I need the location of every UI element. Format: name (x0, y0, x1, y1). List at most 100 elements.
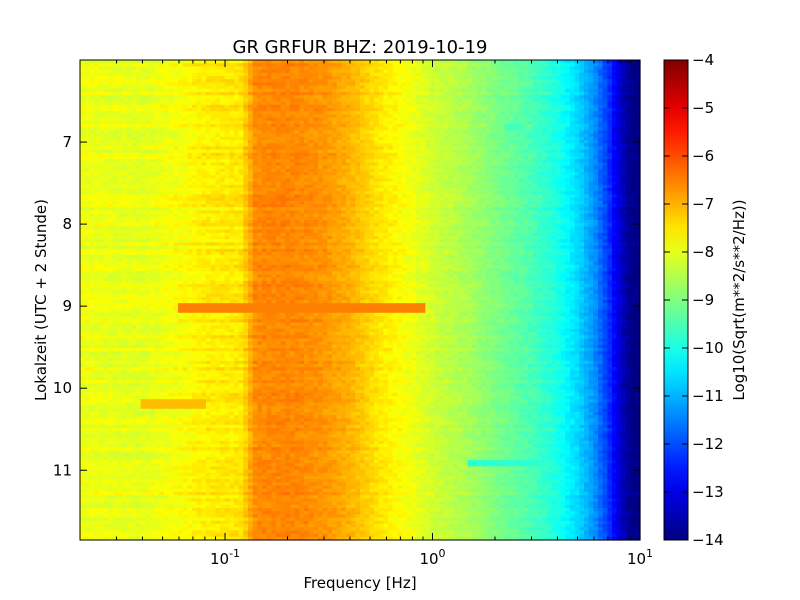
heatmap-cell (234, 79, 240, 83)
heatmap-cell (290, 60, 296, 64)
heatmap-cell (346, 156, 352, 160)
heatmap-cell (523, 172, 529, 176)
heatmap-cell (425, 114, 431, 119)
heatmap-cell (612, 146, 618, 151)
heatmap-cell (448, 63, 454, 67)
heatmap-cell (523, 88, 529, 93)
heatmap-cell (224, 127, 230, 131)
heatmap-cell (593, 140, 599, 144)
heatmap-cell (574, 168, 580, 173)
heatmap-cell (98, 101, 104, 106)
heatmap-cell (131, 130, 137, 135)
heatmap-cell (500, 82, 506, 87)
heatmap-cell (444, 82, 450, 87)
heatmap-cell (472, 130, 478, 135)
heatmap-cell (593, 184, 599, 189)
heatmap-cell (196, 140, 202, 144)
heatmap-cell (416, 159, 422, 163)
heatmap-cell (462, 188, 468, 192)
heatmap-cell (206, 60, 212, 64)
heatmap-cell (215, 140, 221, 144)
heatmap-cell (140, 140, 146, 144)
heatmap-cell (159, 104, 165, 109)
heatmap-cell (560, 124, 566, 128)
heatmap-cell (402, 76, 408, 80)
heatmap-cell (206, 146, 212, 151)
heatmap-cell (369, 127, 375, 131)
heatmap-cell (234, 69, 240, 74)
heatmap-cell (626, 140, 632, 144)
heatmap-cell (397, 165, 403, 170)
heatmap-cell (341, 63, 347, 67)
heatmap-cell (187, 108, 193, 112)
heatmap-cell (98, 95, 104, 99)
heatmap-cell (355, 63, 361, 67)
heatmap-cell (514, 76, 520, 80)
heatmap-cell (229, 101, 235, 106)
heatmap-cell (308, 140, 314, 144)
heatmap-cell (341, 95, 347, 99)
heatmap-cell (313, 152, 319, 157)
heatmap-cell (612, 95, 618, 99)
heatmap-cell (187, 159, 193, 163)
heatmap-cell (607, 156, 613, 160)
heatmap-cell (560, 60, 566, 64)
heatmap-cell (355, 165, 361, 170)
heatmap-cell (495, 60, 501, 64)
heatmap-cell (416, 178, 422, 183)
heatmap-cell (388, 124, 394, 128)
heatmap-cell (486, 172, 492, 176)
heatmap-cell (523, 124, 529, 128)
heatmap-cell (630, 133, 636, 138)
heatmap-cell (420, 79, 426, 83)
heatmap-cell (182, 114, 188, 119)
heatmap-cell (145, 127, 151, 131)
heatmap-cell (154, 120, 160, 125)
heatmap-cell (308, 184, 314, 189)
heatmap-cell (616, 76, 622, 80)
heatmap-cell (131, 133, 137, 138)
heatmap-cell (448, 136, 454, 141)
heatmap-cell (327, 143, 333, 147)
heatmap-cell (402, 130, 408, 135)
heatmap-cell (397, 188, 403, 192)
heatmap-cell (187, 168, 193, 173)
heatmap-cell (112, 130, 118, 135)
heatmap-cell (346, 82, 352, 87)
heatmap-cell (388, 172, 394, 176)
heatmap-cell (481, 146, 487, 151)
heatmap-cell (402, 143, 408, 147)
heatmap-cell (532, 108, 538, 112)
heatmap-cell (336, 63, 342, 67)
heatmap-cell (187, 191, 193, 195)
heatmap-cell (509, 133, 515, 138)
heatmap-cell (528, 95, 534, 99)
heatmap-cell (504, 130, 510, 135)
heatmap-cell (425, 175, 431, 179)
heatmap-cell (560, 159, 566, 163)
heatmap-cell (313, 114, 319, 119)
heatmap-cell (528, 114, 534, 119)
heatmap-cell (341, 165, 347, 170)
heatmap-cell (532, 63, 538, 67)
heatmap-cell (238, 143, 244, 147)
heatmap-cell (355, 133, 361, 138)
heatmap-cell (122, 95, 128, 99)
heatmap-cell (430, 69, 436, 74)
heatmap-cell (154, 95, 160, 99)
heatmap-cell (262, 188, 268, 192)
heatmap-cell (327, 82, 333, 87)
heatmap-cell (182, 79, 188, 83)
heatmap-cell (308, 120, 314, 125)
heatmap-cell (509, 140, 515, 144)
heatmap-cell (350, 146, 356, 151)
heatmap-cell (467, 181, 473, 186)
heatmap-cell (532, 88, 538, 93)
heatmap-cell (588, 88, 594, 93)
heatmap-cell (635, 124, 641, 128)
heatmap-cell (322, 104, 328, 109)
heatmap-cell (397, 114, 403, 119)
heatmap-cell (159, 92, 165, 96)
heatmap-cell (262, 191, 268, 195)
heatmap-cell (108, 95, 114, 99)
